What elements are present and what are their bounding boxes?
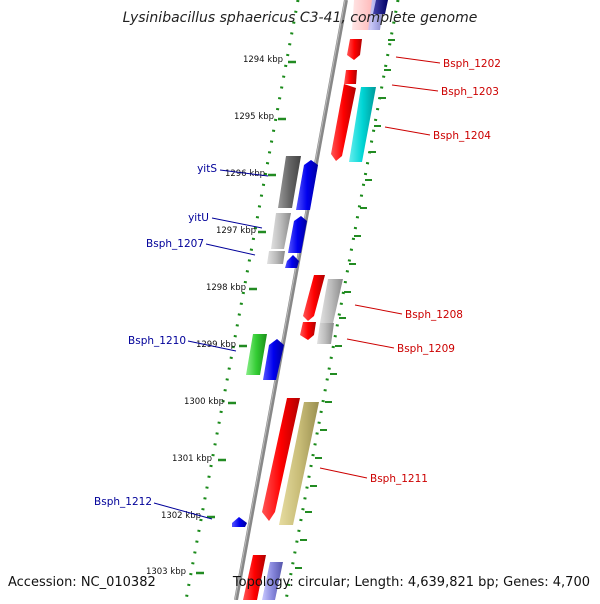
accession-text: Accession: NC_010382	[8, 575, 156, 590]
gene-label-bsph-1211: Bsph_1211	[370, 473, 428, 485]
leader-bsph-1211	[319, 467, 368, 479]
gene-label-bsph-1210: Bsph_1210	[128, 335, 186, 347]
gene-label-bsph-1202: Bsph_1202	[443, 58, 501, 70]
gene-feature-partial-bottom-lavender	[262, 562, 283, 600]
tick-label: 1297 kbp	[216, 226, 256, 236]
gene-feature-bsph-1207	[285, 255, 299, 268]
genome-backbone	[234, 0, 348, 601]
leader-bsph-1202	[395, 56, 441, 64]
gene-label-bsph-1209: Bsph_1209	[397, 343, 455, 355]
gene-feature-partial-navy	[373, 0, 388, 14]
gene-feature-grey-light-1	[271, 213, 291, 249]
gene-feature-bsph-1209-grey	[317, 323, 334, 344]
tick-label: 1299 kbp	[196, 340, 236, 350]
tick-label: 1302 kbp	[161, 511, 201, 521]
gene-label-bsph-1208: Bsph_1208	[405, 309, 463, 321]
label-leader-lines	[153, 56, 441, 520]
gene-feature-bsph-1211-red	[262, 398, 300, 521]
gene-label-bsph-1204: Bsph_1204	[433, 130, 491, 142]
gene-feature-bsph-1209-red	[300, 322, 316, 340]
genome-backbone-highlight	[234, 0, 346, 601]
gene-feature-bsph-1208-red	[303, 275, 325, 321]
leader-bsph-1204	[384, 126, 431, 136]
gene-feature-green	[246, 334, 267, 375]
leader-bsph-1212	[153, 502, 213, 520]
leader-bsph-1207	[205, 243, 256, 256]
gene-feature-bsph-1204-red	[331, 84, 356, 161]
gene-feature-bsph-1211-khaki	[279, 402, 319, 525]
tick-label: 1300 kbp	[184, 397, 224, 407]
gene-feature-grey-dark	[278, 156, 301, 208]
gene-label-bsph-1207: Bsph_1207	[146, 238, 204, 250]
gene-label-yits: yitS	[197, 163, 217, 175]
gene-feature-grey-light-2	[267, 251, 285, 264]
outer-dotted-ring	[284, 0, 400, 601]
gene-label-yitu: yitU	[188, 212, 209, 224]
gene-feature-yits	[296, 160, 318, 210]
tick-label: 1296 kbp	[225, 169, 265, 179]
leader-bsph-1203	[391, 84, 439, 92]
gene-label-bsph-1212: Bsph_1212	[94, 496, 152, 508]
gene-feature-yitu	[288, 216, 307, 253]
leader-yits	[219, 169, 269, 177]
gene-feature-bsph-1202	[347, 39, 362, 60]
map-title: Lysinibacillus sphaericus C3-41, complet…	[122, 10, 478, 26]
tick-label: 1294 kbp	[243, 55, 283, 65]
tick-label: 1295 kbp	[234, 112, 274, 122]
gene-feature-partial-bottom-red	[243, 555, 266, 600]
leader-bsph-1208	[354, 304, 403, 315]
gene-label-bsph-1203: Bsph_1203	[441, 86, 499, 98]
gene-feature-bsph-1208-grey	[320, 279, 343, 323]
genome-summary-text: Topology: circular; Length: 4,639,821 bp…	[232, 575, 590, 590]
gene-feature-bsph-1203	[344, 70, 357, 84]
gene-feature-bsph-1210	[263, 339, 284, 380]
gene-feature-partial-pink	[352, 0, 372, 30]
kbp-tick-labels: 1294 kbp 1295 kbp 1296 kbp 1297 kbp 1298…	[146, 55, 283, 577]
outer-ring-ticks	[295, 39, 395, 569]
leader-yitu	[211, 217, 263, 229]
leader-bsph-1210	[187, 340, 237, 352]
tick-label: 1298 kbp	[206, 283, 246, 293]
leader-bsph-1209	[346, 338, 395, 349]
gene-feature-bsph-1212	[232, 517, 247, 527]
inner-dotted-ring	[184, 0, 300, 601]
gene-feature-bsph-1204-cyan	[349, 87, 376, 162]
tick-label: 1303 kbp	[146, 567, 186, 577]
kbp-tick-marks	[196, 60, 296, 575]
tick-label: 1301 kbp	[172, 454, 212, 464]
